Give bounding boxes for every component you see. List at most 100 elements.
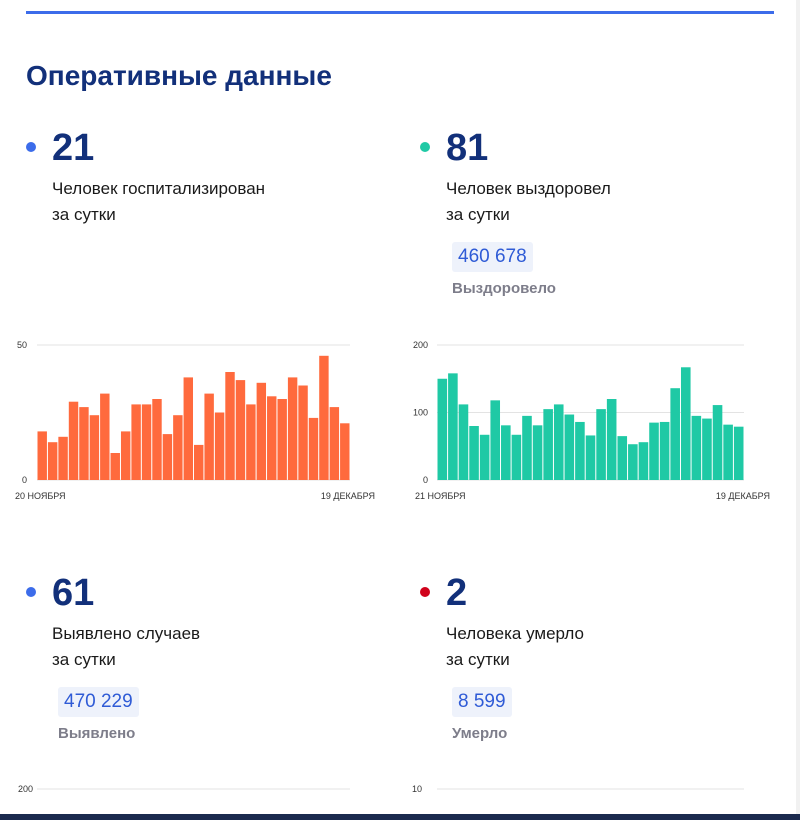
recovered-bar[interactable] bbox=[628, 444, 638, 480]
recovered-bar[interactable] bbox=[702, 418, 712, 480]
hospitalized-bar[interactable] bbox=[89, 415, 100, 480]
hospitalized-chart: 50 0 20 НОЯБРЯ 19 ДЕКАБРЯ bbox=[15, 340, 375, 501]
hospitalized-bar[interactable] bbox=[194, 444, 204, 480]
recovered-bar[interactable] bbox=[606, 399, 617, 480]
recovered-bar[interactable] bbox=[638, 442, 649, 480]
hospitalized-description: Человек госпитализирован за сутки bbox=[52, 176, 372, 228]
deaths-desc-line2: за сутки bbox=[446, 650, 510, 669]
hospitalized-xlabel-end: 19 ДЕКАБРЯ bbox=[321, 491, 375, 501]
recovered-bar[interactable] bbox=[659, 421, 670, 480]
hospitalized-bar[interactable] bbox=[340, 423, 350, 480]
recovered-desc-line1: Человек выздоровел bbox=[446, 179, 611, 198]
recovered-bar[interactable] bbox=[585, 435, 596, 480]
hospitalized-bar[interactable] bbox=[214, 412, 225, 481]
recovered-value: 81 bbox=[446, 127, 489, 169]
recovered-desc-line2: за сутки bbox=[446, 205, 510, 224]
recovered-bar[interactable] bbox=[458, 404, 469, 480]
recovered-total: 460 678 bbox=[452, 242, 533, 272]
card-cases: 61 Выявлено случаев за сутки 470 229 Выя… bbox=[26, 571, 386, 761]
recovered-ytick-label: 100 bbox=[413, 408, 428, 418]
cases-dot bbox=[26, 587, 36, 597]
recovered-bar[interactable] bbox=[723, 424, 733, 480]
hospitalized-bar[interactable] bbox=[246, 404, 256, 480]
card-hospitalized: 21 Человек госпитализирован за сутки bbox=[26, 126, 386, 256]
recovered-xlabel-start: 21 НОЯБРЯ bbox=[415, 491, 466, 501]
hospitalized-bar[interactable] bbox=[110, 453, 120, 480]
hospitalized-bar[interactable] bbox=[79, 407, 89, 480]
recovered-xlabel-end: 19 ДЕКАБРЯ bbox=[716, 491, 770, 501]
hospitalized-bar[interactable] bbox=[68, 401, 79, 480]
hospitalized-bar[interactable] bbox=[152, 399, 162, 480]
deaths-description: Человека умерло за сутки bbox=[446, 621, 766, 673]
deaths-dot bbox=[420, 587, 430, 597]
recovered-ytick-label: 200 bbox=[413, 340, 428, 350]
hospitalized-bar[interactable] bbox=[47, 442, 58, 480]
recovered-bar[interactable] bbox=[733, 426, 744, 480]
cases-value: 61 bbox=[52, 572, 95, 614]
hospitalized-bar[interactable] bbox=[225, 372, 235, 480]
hospitalized-bar[interactable] bbox=[120, 431, 131, 480]
recovered-bar[interactable] bbox=[490, 400, 501, 480]
recovered-bar[interactable] bbox=[712, 405, 723, 480]
deaths-total: 8 599 bbox=[452, 687, 512, 717]
recovered-bar[interactable] bbox=[649, 422, 659, 480]
recovered-bar[interactable] bbox=[448, 373, 458, 480]
hospitalized-bar[interactable] bbox=[141, 404, 152, 480]
hospitalized-bar[interactable] bbox=[183, 377, 193, 480]
cases-total-label: Выявлено bbox=[58, 725, 136, 742]
hospitalized-xlabel-start: 20 НОЯБРЯ bbox=[15, 491, 66, 501]
cases-chart: 200 bbox=[18, 784, 350, 794]
recovered-bar[interactable] bbox=[596, 409, 606, 480]
cases-desc-line2: за сутки bbox=[52, 650, 116, 669]
recovered-bar[interactable] bbox=[437, 378, 448, 480]
recovered-bar[interactable] bbox=[469, 426, 479, 480]
hospitalized-dot bbox=[26, 142, 36, 152]
hospitalized-bar[interactable] bbox=[298, 385, 308, 481]
cases-total: 470 229 bbox=[58, 687, 139, 717]
hospitalized-bar[interactable] bbox=[329, 407, 340, 480]
recovered-bar[interactable] bbox=[511, 434, 522, 480]
scrollbar-track[interactable] bbox=[796, 0, 800, 820]
recovered-bar[interactable] bbox=[617, 436, 628, 480]
hospitalized-ytick-label: 50 bbox=[17, 340, 27, 350]
hospitalized-bar[interactable] bbox=[37, 431, 47, 480]
recovered-bar[interactable] bbox=[564, 414, 575, 480]
card-deaths: 2 Человека умерло за сутки 8 599 Умерло bbox=[420, 571, 780, 761]
recovered-bar[interactable] bbox=[522, 415, 532, 480]
card-recovered: 81 Человек выздоровел за сутки 460 678 В… bbox=[420, 126, 780, 316]
cases-ytick-label: 200 bbox=[18, 784, 33, 794]
recovered-bar[interactable] bbox=[691, 415, 702, 480]
hospitalized-bar[interactable] bbox=[204, 393, 214, 480]
hospitalized-bar[interactable] bbox=[277, 399, 287, 480]
recovered-dot bbox=[420, 142, 430, 152]
hospitalized-bar[interactable] bbox=[162, 434, 173, 480]
recovered-bar[interactable] bbox=[501, 425, 511, 480]
deaths-total-label: Умерло bbox=[452, 725, 508, 742]
recovered-chart: 200 100 0 21 НОЯБРЯ 19 ДЕКАБРЯ bbox=[413, 340, 770, 501]
recovered-bar[interactable] bbox=[543, 409, 553, 480]
hospitalized-bar[interactable] bbox=[58, 436, 68, 480]
hospitalized-bar[interactable] bbox=[100, 393, 110, 480]
recovered-total-label: Выздоровело bbox=[452, 280, 556, 297]
hospitalized-desc-line2: за сутки bbox=[52, 205, 116, 224]
hospitalized-bar[interactable] bbox=[319, 355, 329, 480]
hospitalized-bar[interactable] bbox=[308, 417, 319, 480]
recovered-bar[interactable] bbox=[532, 425, 543, 480]
deaths-ytick-label: 10 bbox=[412, 784, 422, 794]
recovered-bar[interactable] bbox=[575, 421, 585, 480]
cases-description: Выявлено случаев за сутки bbox=[52, 621, 372, 673]
hospitalized-bar[interactable] bbox=[131, 404, 141, 480]
hospitalized-bar[interactable] bbox=[256, 382, 267, 480]
bottom-bar bbox=[0, 814, 800, 820]
recovered-bar[interactable] bbox=[680, 367, 691, 480]
hospitalized-bar[interactable] bbox=[173, 415, 183, 480]
recovered-bar[interactable] bbox=[479, 434, 490, 480]
deaths-desc-line1: Человека умерло bbox=[446, 624, 584, 643]
hospitalized-desc-line1: Человек госпитализирован bbox=[52, 179, 266, 198]
hospitalized-bar[interactable] bbox=[267, 396, 277, 480]
hospitalized-bar[interactable] bbox=[287, 377, 298, 480]
recovered-bar[interactable] bbox=[553, 404, 564, 480]
deaths-value: 2 bbox=[446, 572, 468, 614]
recovered-bar[interactable] bbox=[670, 388, 680, 480]
hospitalized-bar[interactable] bbox=[235, 380, 246, 480]
